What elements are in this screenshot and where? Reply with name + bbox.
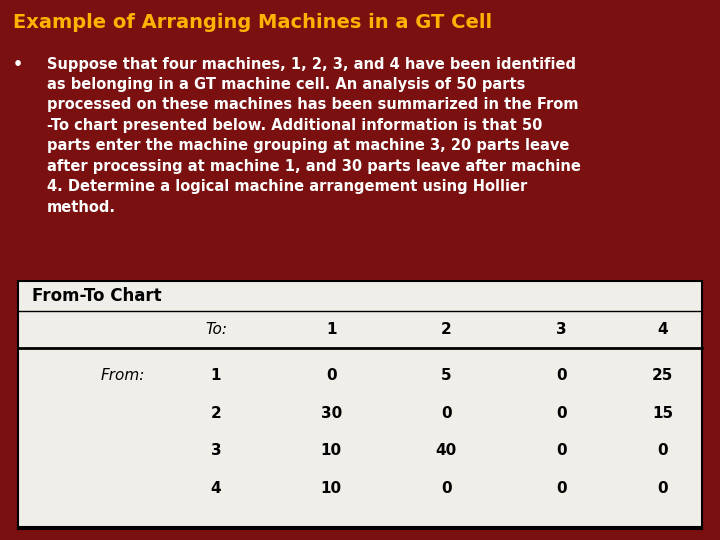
Text: 1: 1: [326, 322, 336, 337]
Text: 2: 2: [441, 322, 451, 337]
Text: 40: 40: [436, 443, 457, 458]
Text: 3: 3: [211, 443, 221, 458]
Text: 0: 0: [557, 443, 567, 458]
Text: 0: 0: [657, 443, 667, 458]
Text: 0: 0: [326, 368, 336, 383]
Text: From-To Chart: From-To Chart: [32, 287, 162, 305]
Text: Example of Arranging Machines in a GT Cell: Example of Arranging Machines in a GT Ce…: [13, 14, 492, 32]
Text: 4: 4: [211, 481, 221, 496]
Text: 3: 3: [557, 322, 567, 337]
Text: •: •: [13, 57, 23, 72]
Text: 10: 10: [320, 481, 342, 496]
Text: To:: To:: [205, 322, 227, 337]
Text: 4: 4: [657, 322, 667, 337]
Text: 0: 0: [557, 481, 567, 496]
Text: 0: 0: [657, 481, 667, 496]
Text: 15: 15: [652, 406, 673, 421]
FancyBboxPatch shape: [18, 281, 702, 529]
Text: 30: 30: [320, 406, 342, 421]
Text: 5: 5: [441, 368, 451, 383]
Text: 25: 25: [652, 368, 673, 383]
Text: From:: From:: [100, 368, 145, 383]
Text: 10: 10: [320, 443, 342, 458]
Text: 0: 0: [441, 481, 451, 496]
Text: 0: 0: [557, 368, 567, 383]
Text: 0: 0: [557, 406, 567, 421]
Text: 2: 2: [211, 406, 221, 421]
Text: 0: 0: [441, 406, 451, 421]
Text: 1: 1: [211, 368, 221, 383]
Text: Suppose that four machines, 1, 2, 3, and 4 have been identified
as belonging in : Suppose that four machines, 1, 2, 3, and…: [47, 57, 580, 214]
